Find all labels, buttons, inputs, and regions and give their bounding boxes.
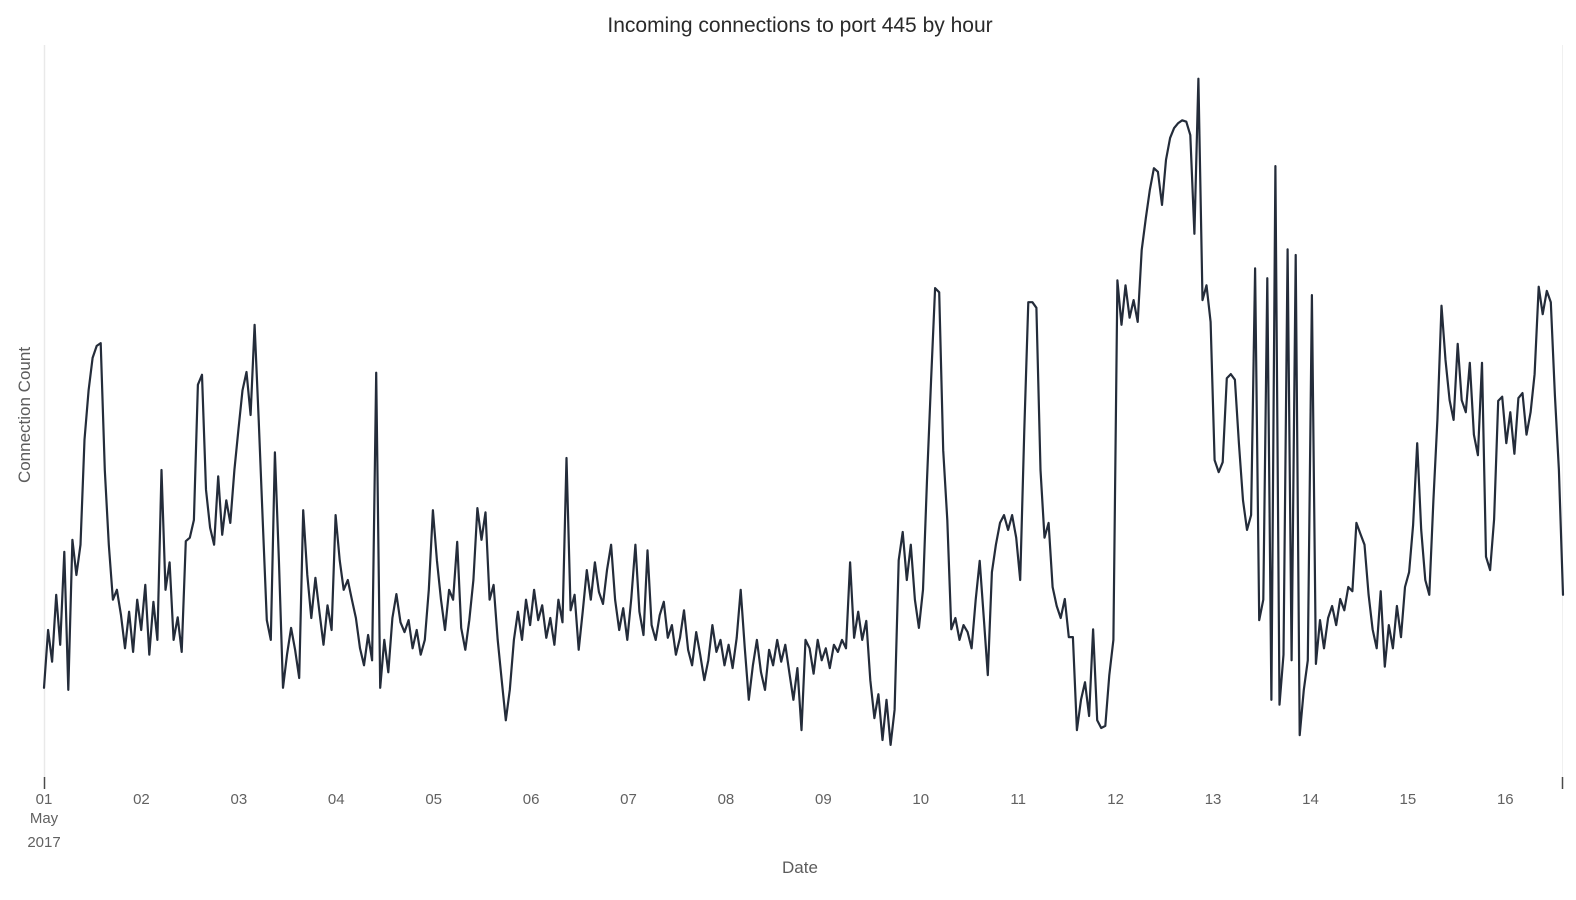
- x-axis-label: Date: [782, 858, 818, 877]
- connection-count-series-line: [42, 77, 1565, 747]
- x-axis-year-sublabel: 2017: [27, 834, 61, 851]
- chart-title: Incoming connections to port 445 by hour: [607, 14, 993, 37]
- y-axis-label: Connection Count: [15, 346, 34, 484]
- x-axis-month-sublabel: May: [29, 810, 59, 827]
